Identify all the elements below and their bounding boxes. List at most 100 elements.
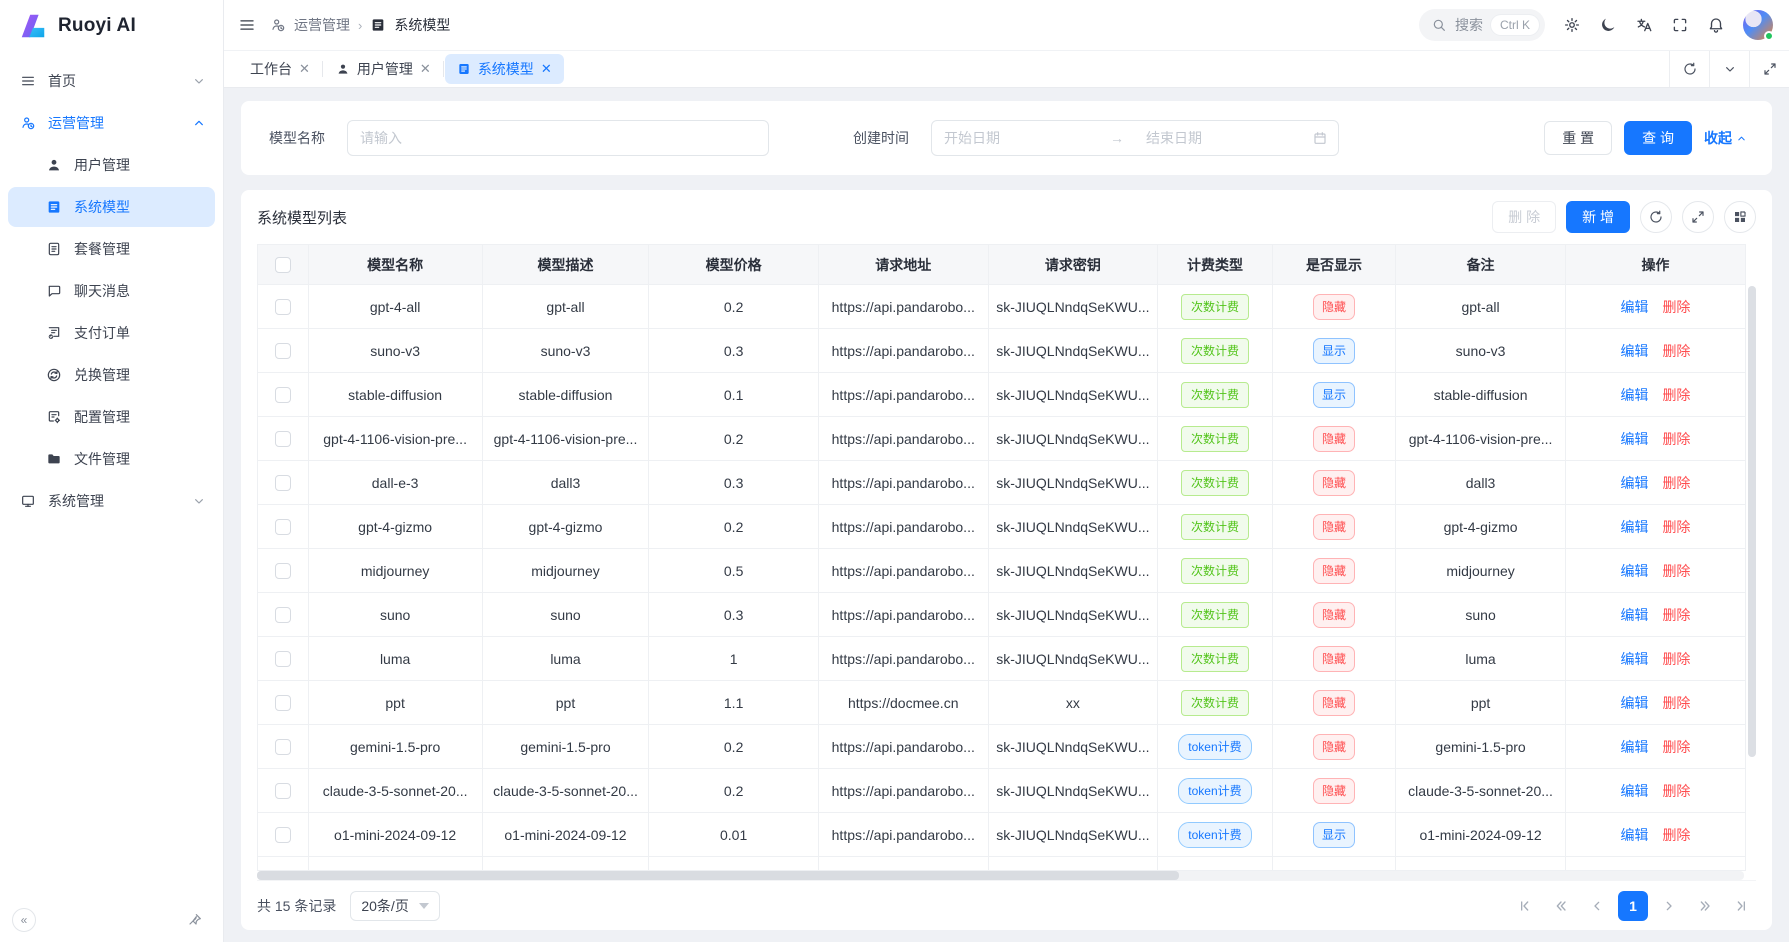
edit-link[interactable]: 编辑 bbox=[1620, 385, 1648, 405]
delete-button[interactable]: 删 除 bbox=[1492, 201, 1556, 233]
sidebar-subitem[interactable]: 文件管理 bbox=[8, 439, 215, 479]
next-page-button[interactable] bbox=[1654, 891, 1684, 921]
delete-link[interactable]: 删除 bbox=[1662, 297, 1690, 317]
edit-link[interactable]: 编辑 bbox=[1620, 429, 1648, 449]
language-button[interactable] bbox=[1635, 16, 1653, 34]
visibility-badge[interactable]: 隐藏 bbox=[1313, 294, 1355, 320]
visibility-badge[interactable]: 显示 bbox=[1313, 822, 1355, 848]
first-page-button[interactable] bbox=[1510, 891, 1540, 921]
delete-link[interactable]: 删除 bbox=[1662, 517, 1690, 537]
sidebar-item-home[interactable]: 首页 bbox=[0, 60, 223, 102]
pin-icon[interactable] bbox=[187, 912, 203, 928]
edit-link[interactable]: 编辑 bbox=[1620, 341, 1648, 361]
delete-link[interactable]: 删除 bbox=[1662, 605, 1690, 625]
hamburger-icon[interactable] bbox=[238, 16, 256, 34]
delete-link[interactable]: 删除 bbox=[1662, 781, 1690, 801]
current-page-button[interactable]: 1 bbox=[1618, 891, 1648, 921]
edit-link[interactable]: 编辑 bbox=[1620, 693, 1648, 713]
row-checkbox[interactable] bbox=[275, 563, 291, 579]
visibility-badge[interactable]: 隐藏 bbox=[1313, 470, 1355, 496]
edit-link[interactable]: 编辑 bbox=[1620, 781, 1648, 801]
dark-mode-button[interactable] bbox=[1599, 16, 1617, 34]
row-checkbox[interactable] bbox=[275, 387, 291, 403]
tab-system-model[interactable]: 系统模型 ✕ bbox=[445, 54, 564, 84]
delete-link[interactable]: 删除 bbox=[1662, 385, 1690, 405]
tab-refresh-button[interactable] bbox=[1669, 51, 1709, 87]
tab-close-icon[interactable]: ✕ bbox=[541, 61, 552, 77]
visibility-badge[interactable]: 隐藏 bbox=[1313, 646, 1355, 672]
tab-user-management[interactable]: 用户管理 ✕ bbox=[324, 54, 443, 84]
visibility-badge[interactable]: 隐藏 bbox=[1313, 602, 1355, 628]
content-expand-button[interactable] bbox=[1749, 51, 1789, 87]
edit-link[interactable]: 编辑 bbox=[1620, 561, 1648, 581]
end-date-input[interactable] bbox=[1132, 130, 1304, 146]
sidebar-item-system[interactable]: 系统管理 bbox=[0, 480, 223, 522]
sidebar-subitem[interactable]: 系统模型 bbox=[8, 187, 215, 227]
visibility-badge[interactable]: 显示 bbox=[1313, 338, 1355, 364]
sidebar-subitem[interactable]: 配置管理 bbox=[8, 397, 215, 437]
collapse-filter-link[interactable]: 收起 bbox=[1704, 128, 1748, 148]
table-refresh-button[interactable] bbox=[1640, 201, 1672, 233]
delete-link[interactable]: 删除 bbox=[1662, 473, 1690, 493]
row-checkbox[interactable] bbox=[275, 783, 291, 799]
column-settings-button[interactable] bbox=[1724, 201, 1756, 233]
add-button[interactable]: 新 增 bbox=[1566, 201, 1630, 233]
visibility-badge[interactable]: 隐藏 bbox=[1313, 778, 1355, 804]
last-page-button[interactable] bbox=[1726, 891, 1756, 921]
tab-close-icon[interactable]: ✕ bbox=[420, 61, 431, 77]
table-fullscreen-button[interactable] bbox=[1682, 201, 1714, 233]
row-checkbox[interactable] bbox=[275, 431, 291, 447]
delete-link[interactable]: 删除 bbox=[1662, 561, 1690, 581]
tab-more-button[interactable] bbox=[1709, 51, 1749, 87]
sidebar-subitem[interactable]: 聊天消息 bbox=[8, 271, 215, 311]
delete-link[interactable]: 删除 bbox=[1662, 737, 1690, 757]
row-checkbox[interactable] bbox=[275, 827, 291, 843]
global-search[interactable]: 搜索 Ctrl K bbox=[1419, 9, 1545, 41]
fullscreen-button[interactable] bbox=[1671, 16, 1689, 34]
user-avatar[interactable] bbox=[1743, 10, 1773, 40]
edit-link[interactable]: 编辑 bbox=[1620, 473, 1648, 493]
delete-link[interactable]: 删除 bbox=[1662, 429, 1690, 449]
breadcrumb-parent[interactable]: 运营管理 bbox=[294, 15, 350, 35]
sidebar-subitem[interactable]: 兑换管理 bbox=[8, 355, 215, 395]
prev-page-button[interactable] bbox=[1582, 891, 1612, 921]
visibility-badge[interactable]: 隐藏 bbox=[1313, 426, 1355, 452]
edit-link[interactable]: 编辑 bbox=[1620, 517, 1648, 537]
visibility-badge[interactable]: 显示 bbox=[1313, 382, 1355, 408]
start-date-input[interactable] bbox=[944, 130, 1102, 146]
row-checkbox[interactable] bbox=[275, 651, 291, 667]
delete-link[interactable]: 删除 bbox=[1662, 341, 1690, 361]
edit-link[interactable]: 编辑 bbox=[1620, 737, 1648, 757]
vertical-scrollbar[interactable] bbox=[1748, 286, 1756, 757]
row-checkbox[interactable] bbox=[275, 343, 291, 359]
select-all-checkbox[interactable] bbox=[275, 257, 291, 273]
row-checkbox[interactable] bbox=[275, 607, 291, 623]
query-button[interactable]: 查 询 bbox=[1624, 121, 1692, 155]
visibility-badge[interactable]: 隐藏 bbox=[1313, 558, 1355, 584]
delete-link[interactable]: 删除 bbox=[1662, 649, 1690, 669]
sidebar-item-operations[interactable]: 运营管理 bbox=[0, 102, 223, 144]
horizontal-scrollbar[interactable] bbox=[257, 871, 1744, 880]
edit-link[interactable]: 编辑 bbox=[1620, 825, 1648, 845]
reset-button[interactable]: 重 置 bbox=[1544, 121, 1612, 155]
visibility-badge[interactable]: 隐藏 bbox=[1313, 734, 1355, 760]
delete-link[interactable]: 删除 bbox=[1662, 693, 1690, 713]
row-checkbox[interactable] bbox=[275, 519, 291, 535]
app-logo[interactable]: Ruoyi AI bbox=[0, 0, 223, 52]
sidebar-subitem[interactable]: 支付订单 bbox=[8, 313, 215, 353]
visibility-badge[interactable]: 隐藏 bbox=[1313, 690, 1355, 716]
tab-close-icon[interactable]: ✕ bbox=[299, 61, 310, 77]
edit-link[interactable]: 编辑 bbox=[1620, 297, 1648, 317]
date-range-picker[interactable]: → bbox=[931, 120, 1339, 156]
delete-link[interactable]: 删除 bbox=[1662, 825, 1690, 845]
row-checkbox[interactable] bbox=[275, 475, 291, 491]
page-size-select[interactable]: 20条/页 bbox=[350, 891, 439, 921]
sidebar-collapse-button[interactable]: « bbox=[12, 908, 36, 932]
edit-link[interactable]: 编辑 bbox=[1620, 649, 1648, 669]
sidebar-subitem[interactable]: 套餐管理 bbox=[8, 229, 215, 269]
sidebar-subitem[interactable]: 用户管理 bbox=[8, 145, 215, 185]
model-name-input[interactable] bbox=[347, 120, 769, 156]
row-checkbox[interactable] bbox=[275, 739, 291, 755]
settings-button[interactable] bbox=[1563, 16, 1581, 34]
jump-forward-button[interactable] bbox=[1690, 891, 1720, 921]
